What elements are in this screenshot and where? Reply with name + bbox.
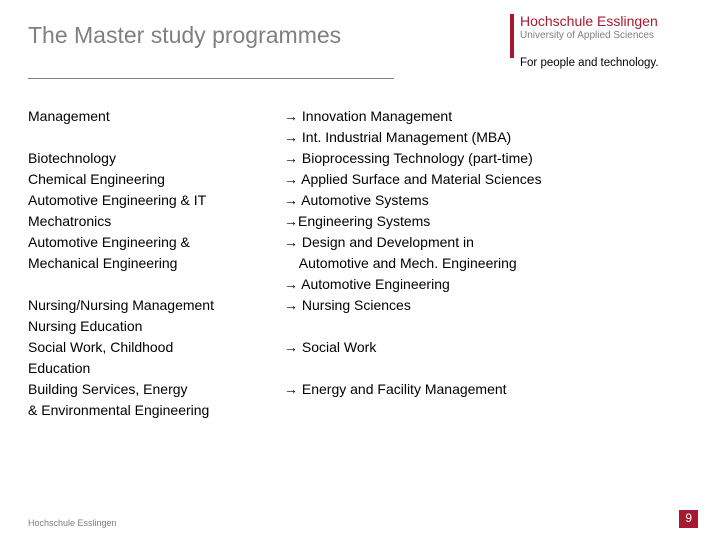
page-number: 9 <box>679 510 698 528</box>
spacer <box>284 358 700 379</box>
list-item: Building Services, Energy <box>28 379 276 400</box>
list-item: → Energy and Facility Management <box>284 379 700 400</box>
list-item: Nursing Education <box>28 316 276 337</box>
list-item: → Applied Surface and Material Sciences <box>284 169 700 190</box>
list-item: Mechatronics <box>28 211 276 232</box>
list-item: Automotive Engineering & IT <box>28 190 276 211</box>
list-item: Management <box>28 106 276 127</box>
master-column: → Innovation Management → Int. Industria… <box>284 106 700 421</box>
institution-logo: Hochschule Esslingen University of Appli… <box>510 14 700 69</box>
spacer <box>284 316 700 337</box>
footer-institution: Hochschule Esslingen <box>28 518 117 528</box>
spacer <box>28 274 276 295</box>
list-item: → Automotive Systems <box>284 190 700 211</box>
list-item: → Innovation Management <box>284 106 700 127</box>
list-item: → Nursing Sciences <box>284 295 700 316</box>
logo-subtitle: University of Applied Sciences <box>520 30 700 41</box>
list-item: → Design and Development in <box>284 232 700 253</box>
bachelor-column: Management Biotechnology Chemical Engine… <box>28 106 276 421</box>
list-item: →Engineering Systems <box>284 211 700 232</box>
list-item: Biotechnology <box>28 148 276 169</box>
list-item: Mechanical Engineering <box>28 253 276 274</box>
list-item: Automotive and Mech. Engineering <box>284 253 700 274</box>
list-item: → Automotive Engineering <box>284 274 700 295</box>
list-item: Chemical Engineering <box>28 169 276 190</box>
list-item: → Social Work <box>284 337 700 358</box>
list-item: Social Work, Childhood <box>28 337 276 358</box>
content-columns: Management Biotechnology Chemical Engine… <box>28 106 700 421</box>
logo-accent-bar <box>510 14 514 58</box>
list-item: Nursing/Nursing Management <box>28 295 276 316</box>
title-rule <box>28 78 394 79</box>
logo-tagline: For people and technology. <box>520 57 700 69</box>
list-item: Education <box>28 358 276 379</box>
list-item: → Int. Industrial Management (MBA) <box>284 127 700 148</box>
list-item: & Environmental Engineering <box>28 400 276 421</box>
logo-name: Hochschule Esslingen <box>520 14 700 28</box>
list-item: → Bioprocessing Technology (part-time) <box>284 148 700 169</box>
list-item: Automotive Engineering & <box>28 232 276 253</box>
spacer <box>28 127 276 148</box>
